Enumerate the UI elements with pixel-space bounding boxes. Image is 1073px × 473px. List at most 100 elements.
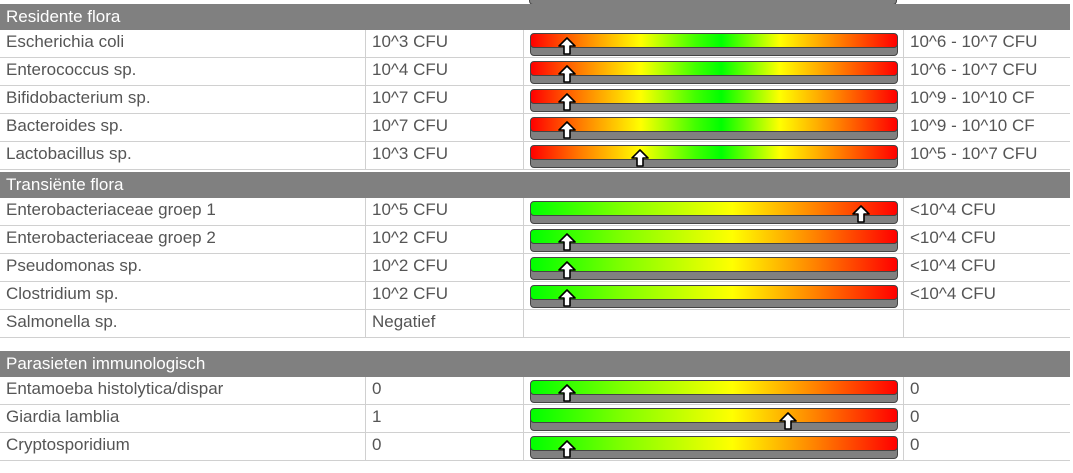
gauge-arrow [557,289,576,307]
test-name: Bifidobacterium sp. [6,88,151,107]
test-name: Entamoeba histolytica/dispar [6,379,224,398]
gauge-scale [530,33,898,48]
test-result: 1 [365,405,523,432]
gauge [530,201,898,224]
gauge [530,117,898,140]
gauge-arrow [557,233,576,251]
gauge-arrow [557,440,576,458]
gauge [530,33,898,56]
reference-range: 0 [903,405,1070,432]
reference-range: 10^9 - 10^10 CF [903,86,1070,113]
test-result: 10^2 CFU [365,226,523,253]
test-name: Escherichia coli [6,32,125,51]
gauge-scale [530,436,898,451]
test-name: Pseudomonas sp. [6,256,143,275]
gauge [530,145,898,168]
result-row: Bacteroides sp. 10^7 CFU 10^9 - 10^10 CF [0,114,1070,142]
gauge-arrow [852,205,870,223]
reference-range: <10^4 CFU [903,282,1070,309]
result-row: Pseudomonas sp. 10^2 CFU <10^4 CFU [0,254,1070,282]
gauge [530,61,898,84]
gauge [530,380,898,403]
result-row: Bifidobacterium sp. 10^7 CFU 10^9 - 10^10 … [0,86,1070,114]
gauge-scale [530,145,898,160]
test-result: 10^7 CFU [365,86,523,113]
gauge-arrow [631,149,650,167]
section-header: Parasieten immunologisch [0,351,1070,377]
reference-range: <10^4 CFU [903,198,1070,225]
gauge-scale [530,285,898,300]
section-header: Residente flora [0,4,1070,30]
reference-range: 10^6 - 10^7 CFU [903,58,1070,85]
result-row: Giardia lamblia 1 0 [0,405,1070,433]
gauge [530,436,898,459]
reference-range [903,310,1070,337]
test-name: Lactobacillus sp. [6,144,132,163]
gauge-arrow [557,65,576,83]
gauge [530,285,898,308]
test-name: Enterococcus sp. [6,60,137,79]
gauge-arrow [778,412,797,430]
test-name: Salmonella sp. [6,312,118,331]
gauge-arrow [557,384,576,402]
reference-range: 10^9 - 10^10 CF [903,114,1070,141]
test-name: Enterobacteriaceae groep 2 [6,228,216,247]
gauge-scale [530,380,898,395]
result-row: Enterobacteriaceae groep 1 10^5 CFU <10^4 … [0,198,1070,226]
gauge-cell [523,142,903,169]
gauge-cell [523,58,903,85]
test-name: Enterobacteriaceae groep 1 [6,200,216,219]
gauge-cell [523,310,903,337]
result-row: Salmonella sp. Negatief [0,310,1070,338]
reference-range: 0 [903,433,1070,460]
gauge-cell [523,30,903,57]
test-result: 10^4 CFU [365,58,523,85]
gauge-cell [523,433,903,460]
gauge-arrow [557,37,576,55]
result-row: Clostridium sp. 10^2 CFU <10^4 CFU [0,282,1070,310]
gauge [530,257,898,280]
test-name: Cryptosporidium [6,435,130,454]
test-name: Clostridium sp. [6,284,119,303]
gauge-arrow [557,261,576,279]
gauge-scale [530,89,898,104]
gauge [530,408,898,431]
result-row: Cryptosporidium 0 0 [0,433,1070,461]
gauge-scale [530,117,898,132]
gauge-scale [530,408,898,423]
test-result: 10^2 CFU [365,282,523,309]
gauge-cell [523,254,903,281]
gauge [530,89,898,112]
gauge-cell [523,282,903,309]
result-row: Enterococcus sp. 10^4 CFU 10^6 - 10^7 CFU [0,58,1070,86]
gauge-scale [530,229,898,244]
test-result: 10^3 CFU [365,30,523,57]
reference-range: <10^4 CFU [903,254,1070,281]
section-header: Transiënte flora [0,172,1070,198]
gauge-cell [523,86,903,113]
gauge-cell [523,377,903,404]
gauge-cell [523,226,903,253]
gauge-cell [523,114,903,141]
reference-range: <10^4 CFU [903,226,1070,253]
gauge-scale [530,61,898,76]
gauge-cell [523,198,903,225]
reference-range: 10^5 - 10^7 CFU [903,142,1070,169]
result-row: Escherichia coli 10^3 CFU 10^6 - 10^7 CFU [0,30,1070,58]
gauge-scale [530,201,898,216]
test-result: Negatief [365,310,523,337]
reference-range: 10^6 - 10^7 CFU [903,30,1070,57]
test-result: 10^3 CFU [365,142,523,169]
gauge-arrow [557,121,576,139]
result-row: Lactobacillus sp. 10^3 CFU 10^5 - 10^7 CFU [0,142,1070,170]
gauge-cell [523,405,903,432]
gauge-arrow [557,93,576,111]
test-result: 10^5 CFU [365,198,523,225]
test-result: 10^2 CFU [365,254,523,281]
reference-range: 0 [903,377,1070,404]
test-name: Giardia lamblia [6,407,120,426]
test-result: 0 [365,377,523,404]
test-result: 10^7 CFU [365,114,523,141]
result-row: Entamoeba histolytica/dispar 0 0 [0,377,1070,405]
